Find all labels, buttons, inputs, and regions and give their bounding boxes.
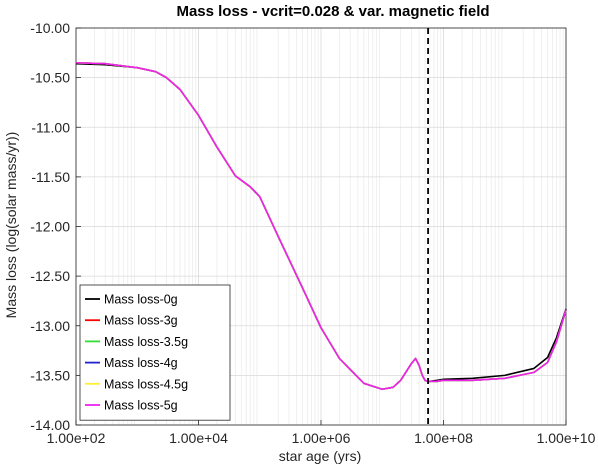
y-tick-label: -10.50 bbox=[30, 70, 70, 86]
x-tick-label: 1.00e+02 bbox=[47, 430, 106, 446]
legend-label: Mass loss-4g bbox=[104, 356, 178, 370]
y-tick-label: -11.00 bbox=[31, 119, 70, 135]
legend-label: Mass loss-5g bbox=[104, 399, 178, 413]
y-tick-label: -12.00 bbox=[30, 219, 70, 235]
legend-label: Mass loss-3.5g bbox=[104, 335, 188, 349]
x-tick-label: 1.00e+04 bbox=[169, 430, 228, 446]
x-tick-label: 1.00e+08 bbox=[414, 430, 473, 446]
y-tick-label: -10.00 bbox=[30, 20, 70, 36]
legend-label: Mass loss-4.5g bbox=[104, 377, 188, 391]
y-tick-label: -13.00 bbox=[30, 318, 70, 334]
x-tick-label: 1.00e+06 bbox=[292, 430, 351, 446]
legend: Mass loss-0g Mass loss-3g Mass loss-3.5g Ma… bbox=[79, 284, 231, 421]
y-tick-label: -12.50 bbox=[30, 268, 70, 284]
x-tick-label: 1.00e+10 bbox=[537, 430, 596, 446]
y-tick-label: -13.50 bbox=[30, 367, 70, 383]
legend-box bbox=[79, 284, 231, 421]
legend-label: Mass loss-0g bbox=[104, 293, 178, 307]
series-line-mass-loss-5g bbox=[75, 61, 567, 391]
x-axis-label: star age (yrs) bbox=[279, 448, 361, 464]
y-tick-label: -11.50 bbox=[31, 169, 70, 185]
y-axis-label: Mass loss (log(solar mass/yr)) bbox=[3, 132, 19, 319]
chart-title: Mass loss - vcrit=0.028 & var. magnetic … bbox=[176, 3, 489, 20]
legend-label: Mass loss-3g bbox=[104, 314, 178, 328]
series-lines bbox=[75, 61, 567, 391]
y-tick-label: -14.00 bbox=[30, 417, 70, 433]
axis-ticks: 1.00e+02 1.00e+04 1.00e+06 1.00e+08 1.00e+10… bbox=[30, 20, 595, 446]
